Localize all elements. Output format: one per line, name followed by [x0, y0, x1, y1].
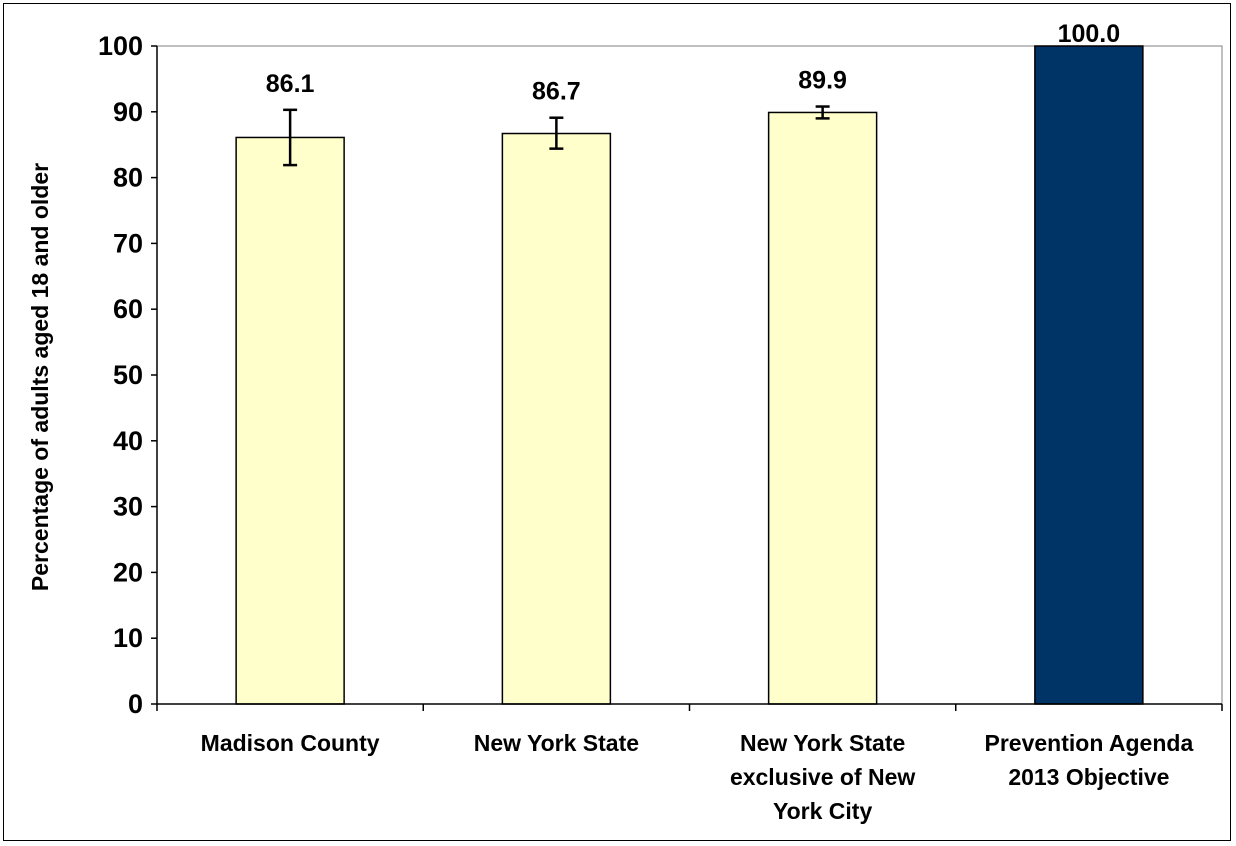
data-label-1: 86.1 [266, 70, 315, 98]
y-tick-label: 20 [113, 557, 143, 587]
bars [235, 45, 1144, 705]
x-tick-label-1: Madison County [201, 730, 380, 756]
data-labels: 86.1 86.7 89.9 100.0 [266, 20, 1120, 106]
data-label-3: 89.9 [798, 67, 847, 95]
y-tick-label: 30 [113, 492, 143, 522]
x-tick-label-2: New York State [474, 730, 639, 756]
y-tick-label: 0 [128, 689, 143, 719]
y-tick-label: 70 [113, 228, 143, 258]
y-tick-label: 100 [98, 31, 143, 61]
bar-2 [501, 132, 612, 705]
y-tick-label: 50 [113, 360, 143, 390]
error-bar-3 [815, 105, 830, 120]
data-label-2: 86.7 [532, 78, 581, 106]
bar-1 [235, 136, 345, 705]
y-tick-label: 80 [113, 163, 143, 193]
y-axis-label: Percentage of adults aged 18 and older [27, 163, 53, 591]
bar-3 [767, 111, 878, 705]
x-tick-label-3: New York State exclusive of New York City [730, 730, 915, 824]
y-tick-label: 60 [113, 294, 143, 324]
error-bar-1 [283, 108, 298, 167]
chart-frame [3, 3, 1231, 841]
x-tick-label-4: Prevention Agenda 2013 Objective [985, 730, 1194, 790]
x-category-labels: Madison County New York State New York Sta… [201, 730, 1194, 824]
y-tick-label: 40 [113, 426, 143, 456]
y-tick-label: 10 [113, 623, 143, 653]
error-bars [283, 105, 830, 167]
axes [151, 45, 1223, 711]
error-bar-2 [549, 116, 564, 150]
y-tick-labels: 0 10 20 30 40 50 60 70 80 90 100 [98, 31, 143, 719]
bar-4 [1034, 45, 1144, 705]
y-tick-label: 90 [113, 97, 143, 127]
data-label-4: 100.0 [1058, 20, 1121, 48]
